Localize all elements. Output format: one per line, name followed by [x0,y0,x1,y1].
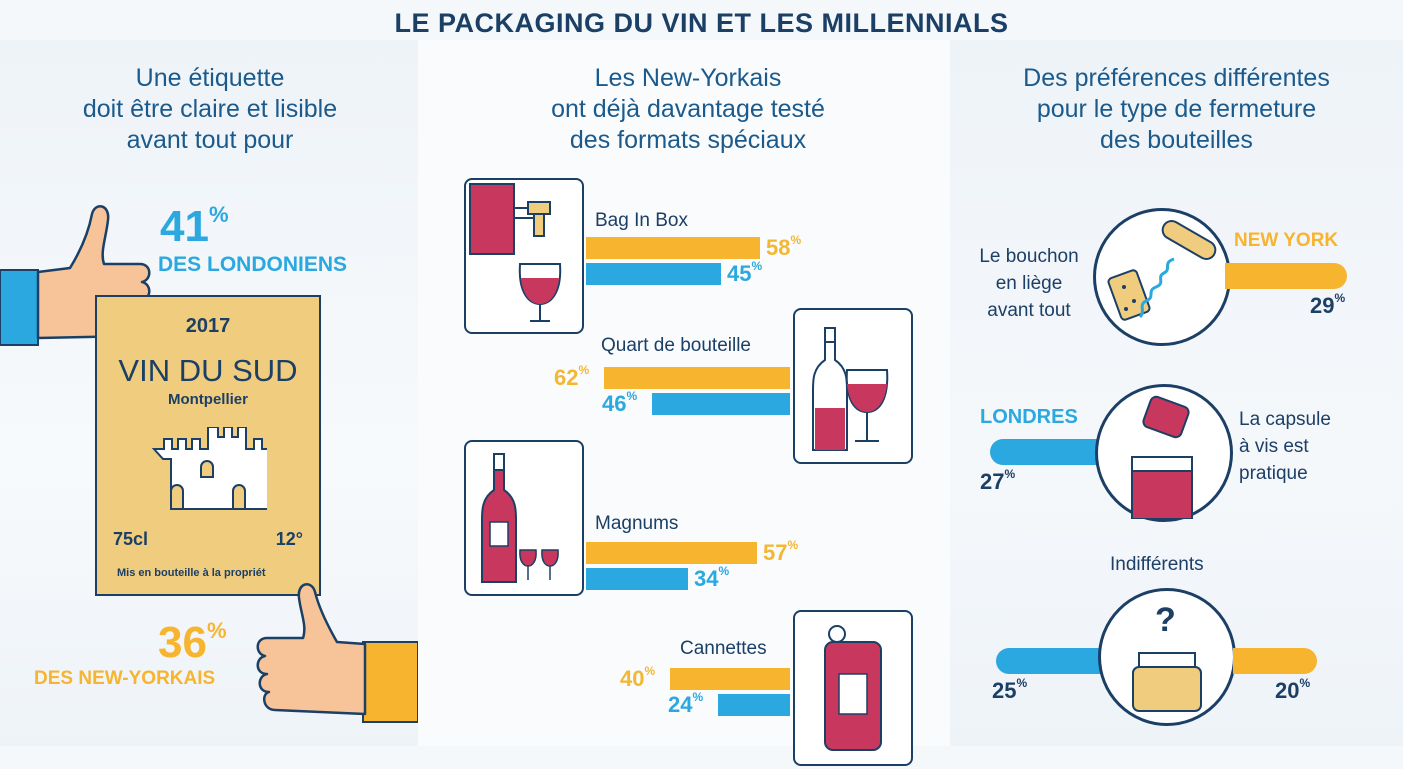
bar-ny-quarter-bottle [604,367,790,389]
bottle-cap-icon: ? [1098,588,1236,726]
pct-london-quarter-bottle: 46% [602,389,638,416]
wine-label-card: 2017 VIN DU SUD Montpellier 75cl 12° Mis… [95,295,321,596]
screw-cap-icon [1095,384,1233,522]
bar-cork-ny [1225,263,1347,289]
bag-in-box-icon [464,178,584,334]
indifferent-label: Indifférents [1110,554,1204,575]
bar-london-cans [718,694,790,716]
stat-london-value: 41% [160,202,229,251]
format-label-bag-in-box: Bag In Box [595,210,688,231]
bar-london-magnums [586,568,688,590]
question-mark-icon: ? [1155,601,1176,639]
pct-ny-cans: 40% [620,664,656,691]
bar-ny-bag-in-box [586,237,760,259]
label-wine-name: VIN DU SUD [118,353,298,388]
format-label-cans: Cannettes [680,638,767,659]
pct-london-magnums: 34% [694,564,730,591]
panel2-title: Les New-Yorkais ont déjà davantage testé… [551,64,825,154]
stat-ny-value: 36% [158,618,227,667]
castle-icon [151,427,267,510]
panel-closure-type: Des préférences différentes pour le type… [950,40,1403,746]
panel1-title: Une étiquette doit être claire et lisibl… [82,64,338,154]
thumbs-up-bottom-icon [256,583,418,723]
bar-ny-cans [670,668,790,690]
screw-text: La capsule à vis est pratique [1239,409,1331,484]
panel3-title: Des préférences différentes pour le type… [1023,64,1330,154]
pct-london-bag-in-box: 45% [727,259,763,286]
cork-city: NEW YORK [1234,230,1339,251]
panel-special-formats: Les New-Yorkais ont déjà davantage testé… [418,40,950,766]
panel-label-clarity: Une étiquette doit être claire et lisibl… [0,40,418,746]
pct-indiff-london: 25% [992,676,1028,703]
label-footer: Mis en bouteille à la propriét [117,567,266,579]
bar-london-quarter-bottle [652,393,790,415]
pct-ny-quarter-bottle: 62% [554,363,590,390]
pct-cork-ny: 29% [1310,291,1346,318]
label-place: Montpellier [167,391,248,408]
pct-ny-bag-in-box: 58% [766,233,802,260]
stat-ny-label: DES NEW-YORKAIS [34,668,216,689]
format-label-quarter-bottle: Quart de bouteille [601,335,751,356]
pct-london-cans: 24% [668,690,704,717]
pct-screw-london: 27% [980,467,1016,494]
label-year: 2017 [185,315,231,337]
quarter-bottle-icon [793,308,913,464]
screw-city: LONDRES [980,406,1078,428]
cork-text: Le bouchon en liège avant tout [979,246,1079,321]
stat-london-label: DES LONDONIENS [158,253,348,276]
label-volume: 75cl [113,529,149,549]
can-icon [793,610,913,766]
main-title: LE PACKAGING DU VIN ET LES MILLENNIALS [394,8,1009,38]
bar-london-bag-in-box [586,263,721,285]
bar-indiff-ny [1233,648,1317,674]
pct-ny-magnums: 57% [763,538,799,565]
pct-indiff-ny: 20% [1275,676,1311,703]
bar-screw-london [989,439,1103,465]
bar-indiff-london [996,648,1101,674]
magnum-icon [464,440,584,596]
bar-ny-magnums [586,542,757,564]
corkscrew-icon [1093,208,1231,346]
label-degree: 12° [275,529,303,549]
format-label-magnums: Magnums [595,513,679,534]
